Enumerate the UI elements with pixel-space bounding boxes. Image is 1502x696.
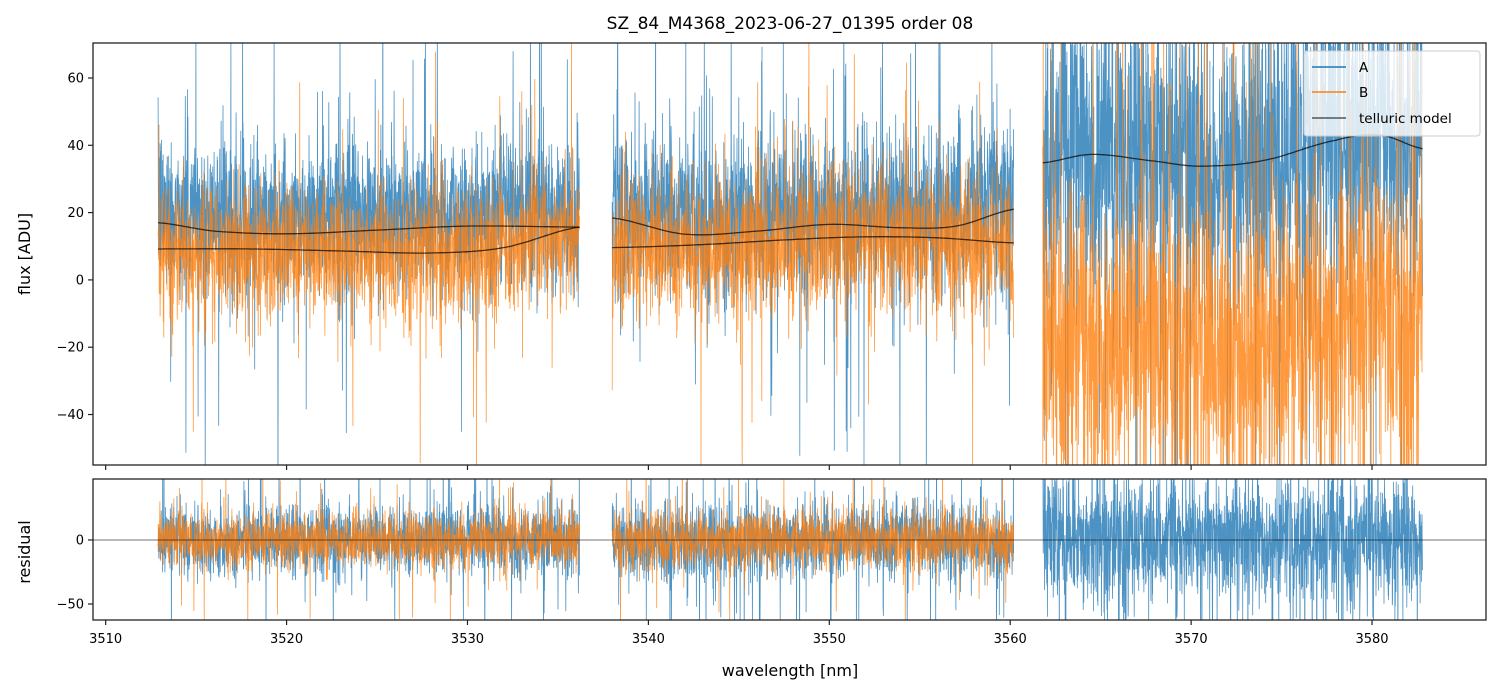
legend-label-model: telluric model [1359,111,1452,127]
legend: A B telluric model [1303,50,1481,137]
series-B-segment-2 [611,43,1014,465]
residual-B-segment-1 [157,479,580,620]
y-tick-label: 0 [76,533,84,548]
residual-y-ticks: −50 0 [57,533,93,612]
flux-y-axis-label: flux [ADU] [15,213,34,295]
x-tick-label: 3530 [451,632,484,647]
x-axis-label: wavelength [nm] [722,661,859,680]
legend-label-A: A [1359,60,1369,76]
residual-series [157,479,1423,620]
residual-B-segment-2 [611,479,1014,620]
legend-label-B: B [1359,85,1368,101]
telluric-model-b-segment-1 [158,226,580,254]
legend-box [1303,50,1481,137]
flux-y-ticks: −40 −20 0 20 40 60 [57,71,93,423]
telluric-model-lines [158,134,1423,254]
flux-series [157,43,1423,465]
x-tick-label: 3580 [1355,632,1388,647]
y-tick-label: −40 [57,408,84,423]
telluric-model-b-segment-2 [612,236,1014,249]
telluric-model-a-segment-1 [158,222,580,235]
x-tick-label: 3570 [1175,632,1208,647]
chart-title: SZ_84_M4368_2023-06-27_01395 order 08 [607,14,974,34]
y-tick-label: 0 [76,273,84,288]
x-tick-label: 3540 [632,632,665,647]
residual-A-segment-3 [1042,479,1423,620]
y-tick-label: −20 [57,341,84,356]
y-tick-label: 20 [67,206,84,221]
y-tick-label: 40 [67,139,84,154]
series-B-segment-3 [1042,43,1423,465]
flux-axes-frame [92,42,1487,466]
y-tick-label: −50 [57,597,84,612]
x-tick-label: 3520 [270,632,303,647]
series-B-segment-1 [157,43,580,465]
residual-x-ticks: 3510 3520 3530 3540 3550 3560 3570 3580 [89,620,1389,647]
x-tick-label: 3550 [813,632,846,647]
flux-x-ticks [105,465,1373,470]
x-tick-label: 3560 [994,632,1027,647]
flux-panel: −40 −20 0 20 40 60 flux [ADU] A B telluric mo… [15,42,1487,470]
residual-panel: 3510 3520 3530 3540 3550 3560 3570 3580 −50 0 re… [15,478,1487,680]
residual-y-axis-label: residual [15,520,34,583]
x-tick-label: 3510 [89,632,122,647]
y-tick-label: 60 [67,71,84,86]
telluric-model-a-segment-2 [612,208,1014,236]
residual-axes-frame [92,478,1487,621]
